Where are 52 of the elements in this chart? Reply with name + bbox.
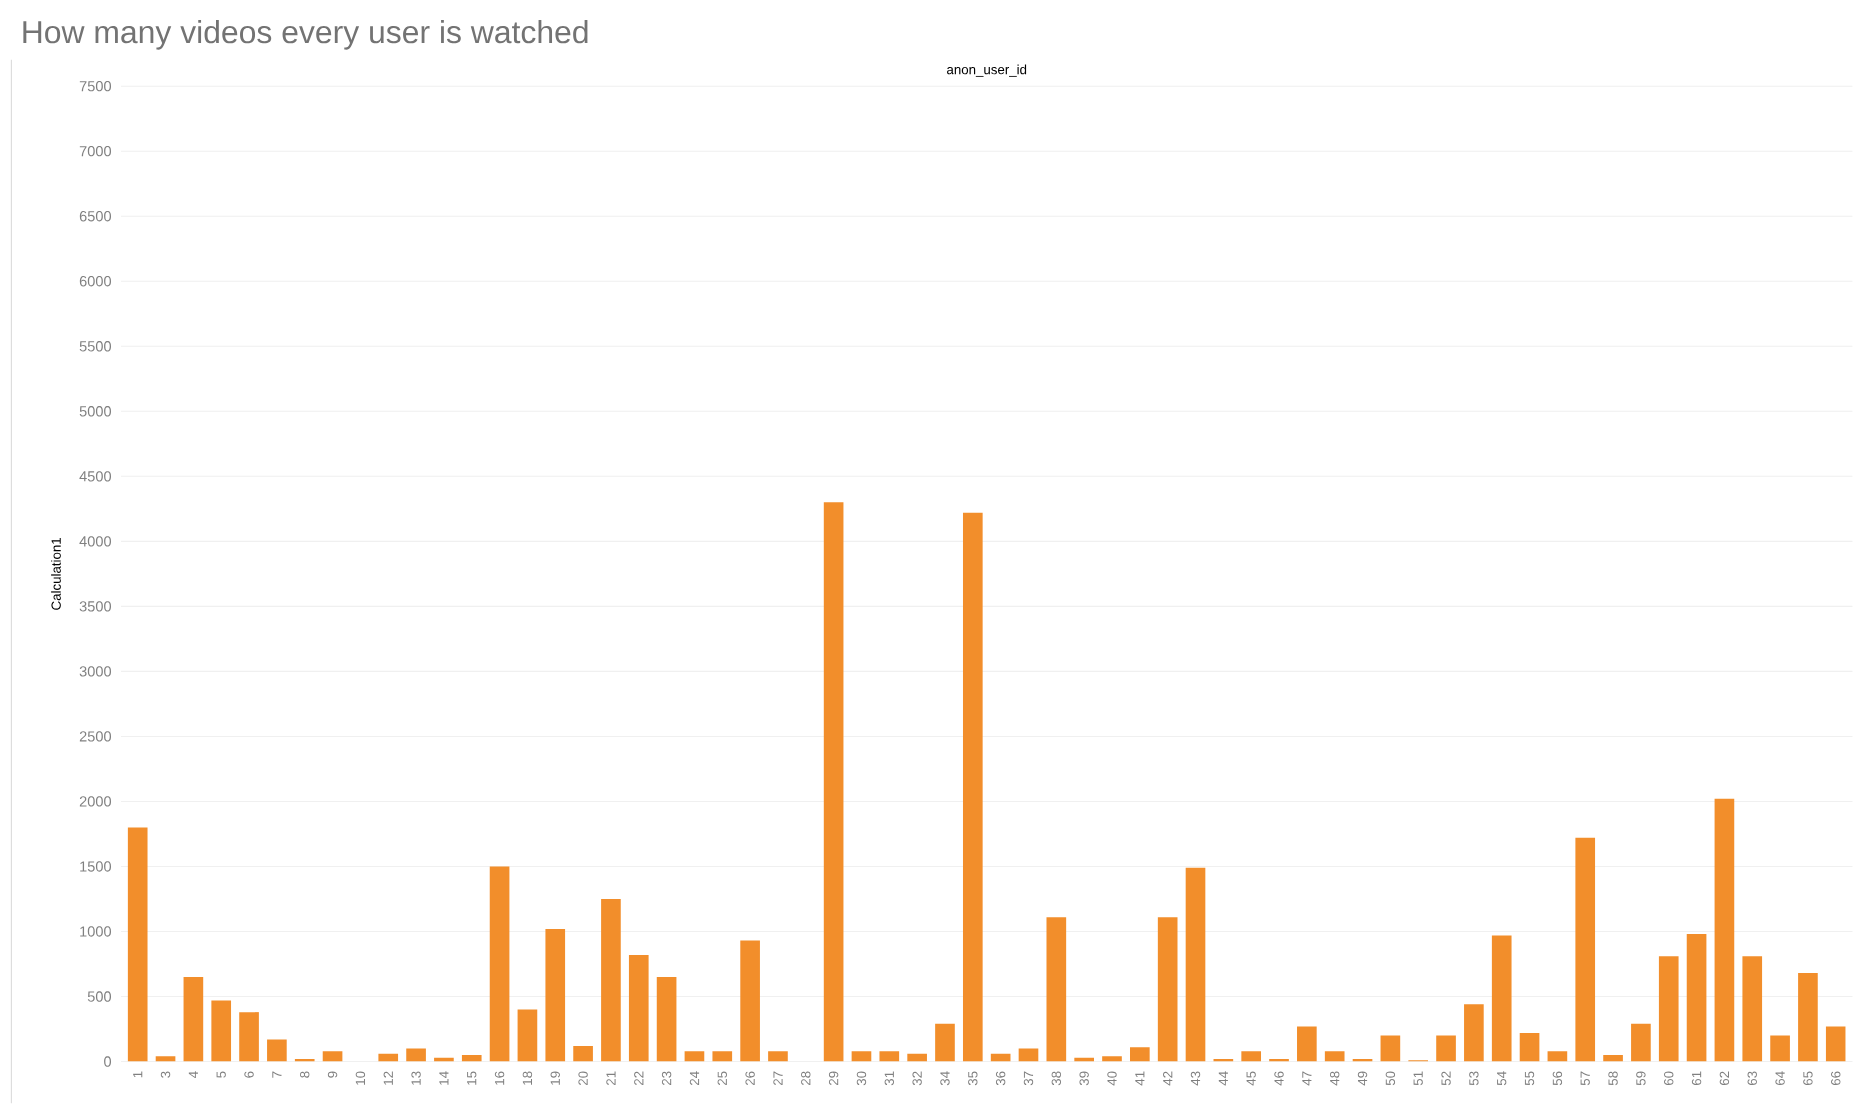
bar: [239, 1012, 259, 1062]
bar: [1686, 933, 1707, 1062]
bar: [962, 512, 983, 1062]
bar: [378, 1053, 399, 1062]
bar: [155, 1056, 176, 1062]
bar: [573, 1045, 593, 1062]
bar: [517, 1009, 538, 1062]
bar: [322, 1051, 343, 1062]
bar: [545, 928, 566, 1062]
bar: [1380, 1035, 1401, 1062]
bar: [1519, 1032, 1540, 1062]
bar: [1575, 837, 1596, 1062]
bar: [1742, 956, 1763, 1062]
bar: [656, 976, 677, 1062]
bar: [628, 954, 649, 1062]
bar: [768, 1051, 788, 1062]
bar: [406, 1048, 426, 1062]
bar: [684, 1051, 705, 1062]
bar: [1102, 1056, 1122, 1062]
bar: [1714, 798, 1735, 1062]
bar: [1297, 1026, 1317, 1062]
bar: [1631, 1023, 1651, 1062]
bar: [1770, 1035, 1790, 1062]
bar: [1157, 917, 1178, 1062]
bar: [935, 1023, 955, 1062]
bar: [1491, 935, 1512, 1062]
bar: [1046, 917, 1067, 1062]
bar: [489, 866, 510, 1062]
bar: [823, 502, 844, 1062]
bar: [1658, 956, 1679, 1062]
bar: [1825, 1026, 1846, 1062]
chart-title: How many videos every user is watched: [23, 19, 588, 50]
bar: [183, 976, 204, 1062]
bar: [1603, 1054, 1623, 1062]
bar: [851, 1051, 872, 1062]
bar: [1324, 1051, 1345, 1062]
bar: [267, 1039, 287, 1062]
bar: [1464, 1004, 1484, 1062]
bar: [211, 1000, 232, 1062]
bar: [601, 898, 621, 1062]
bar: [740, 940, 760, 1062]
bar: [127, 827, 148, 1062]
bar: [907, 1053, 927, 1062]
bar: [712, 1051, 733, 1062]
bar: [879, 1051, 900, 1062]
bar: [1436, 1035, 1456, 1062]
bar: [1241, 1051, 1262, 1062]
bar: [1130, 1047, 1150, 1062]
bar: [1185, 867, 1206, 1062]
bar: [1798, 972, 1818, 1062]
bar: [1547, 1051, 1568, 1062]
bar: [461, 1054, 482, 1062]
